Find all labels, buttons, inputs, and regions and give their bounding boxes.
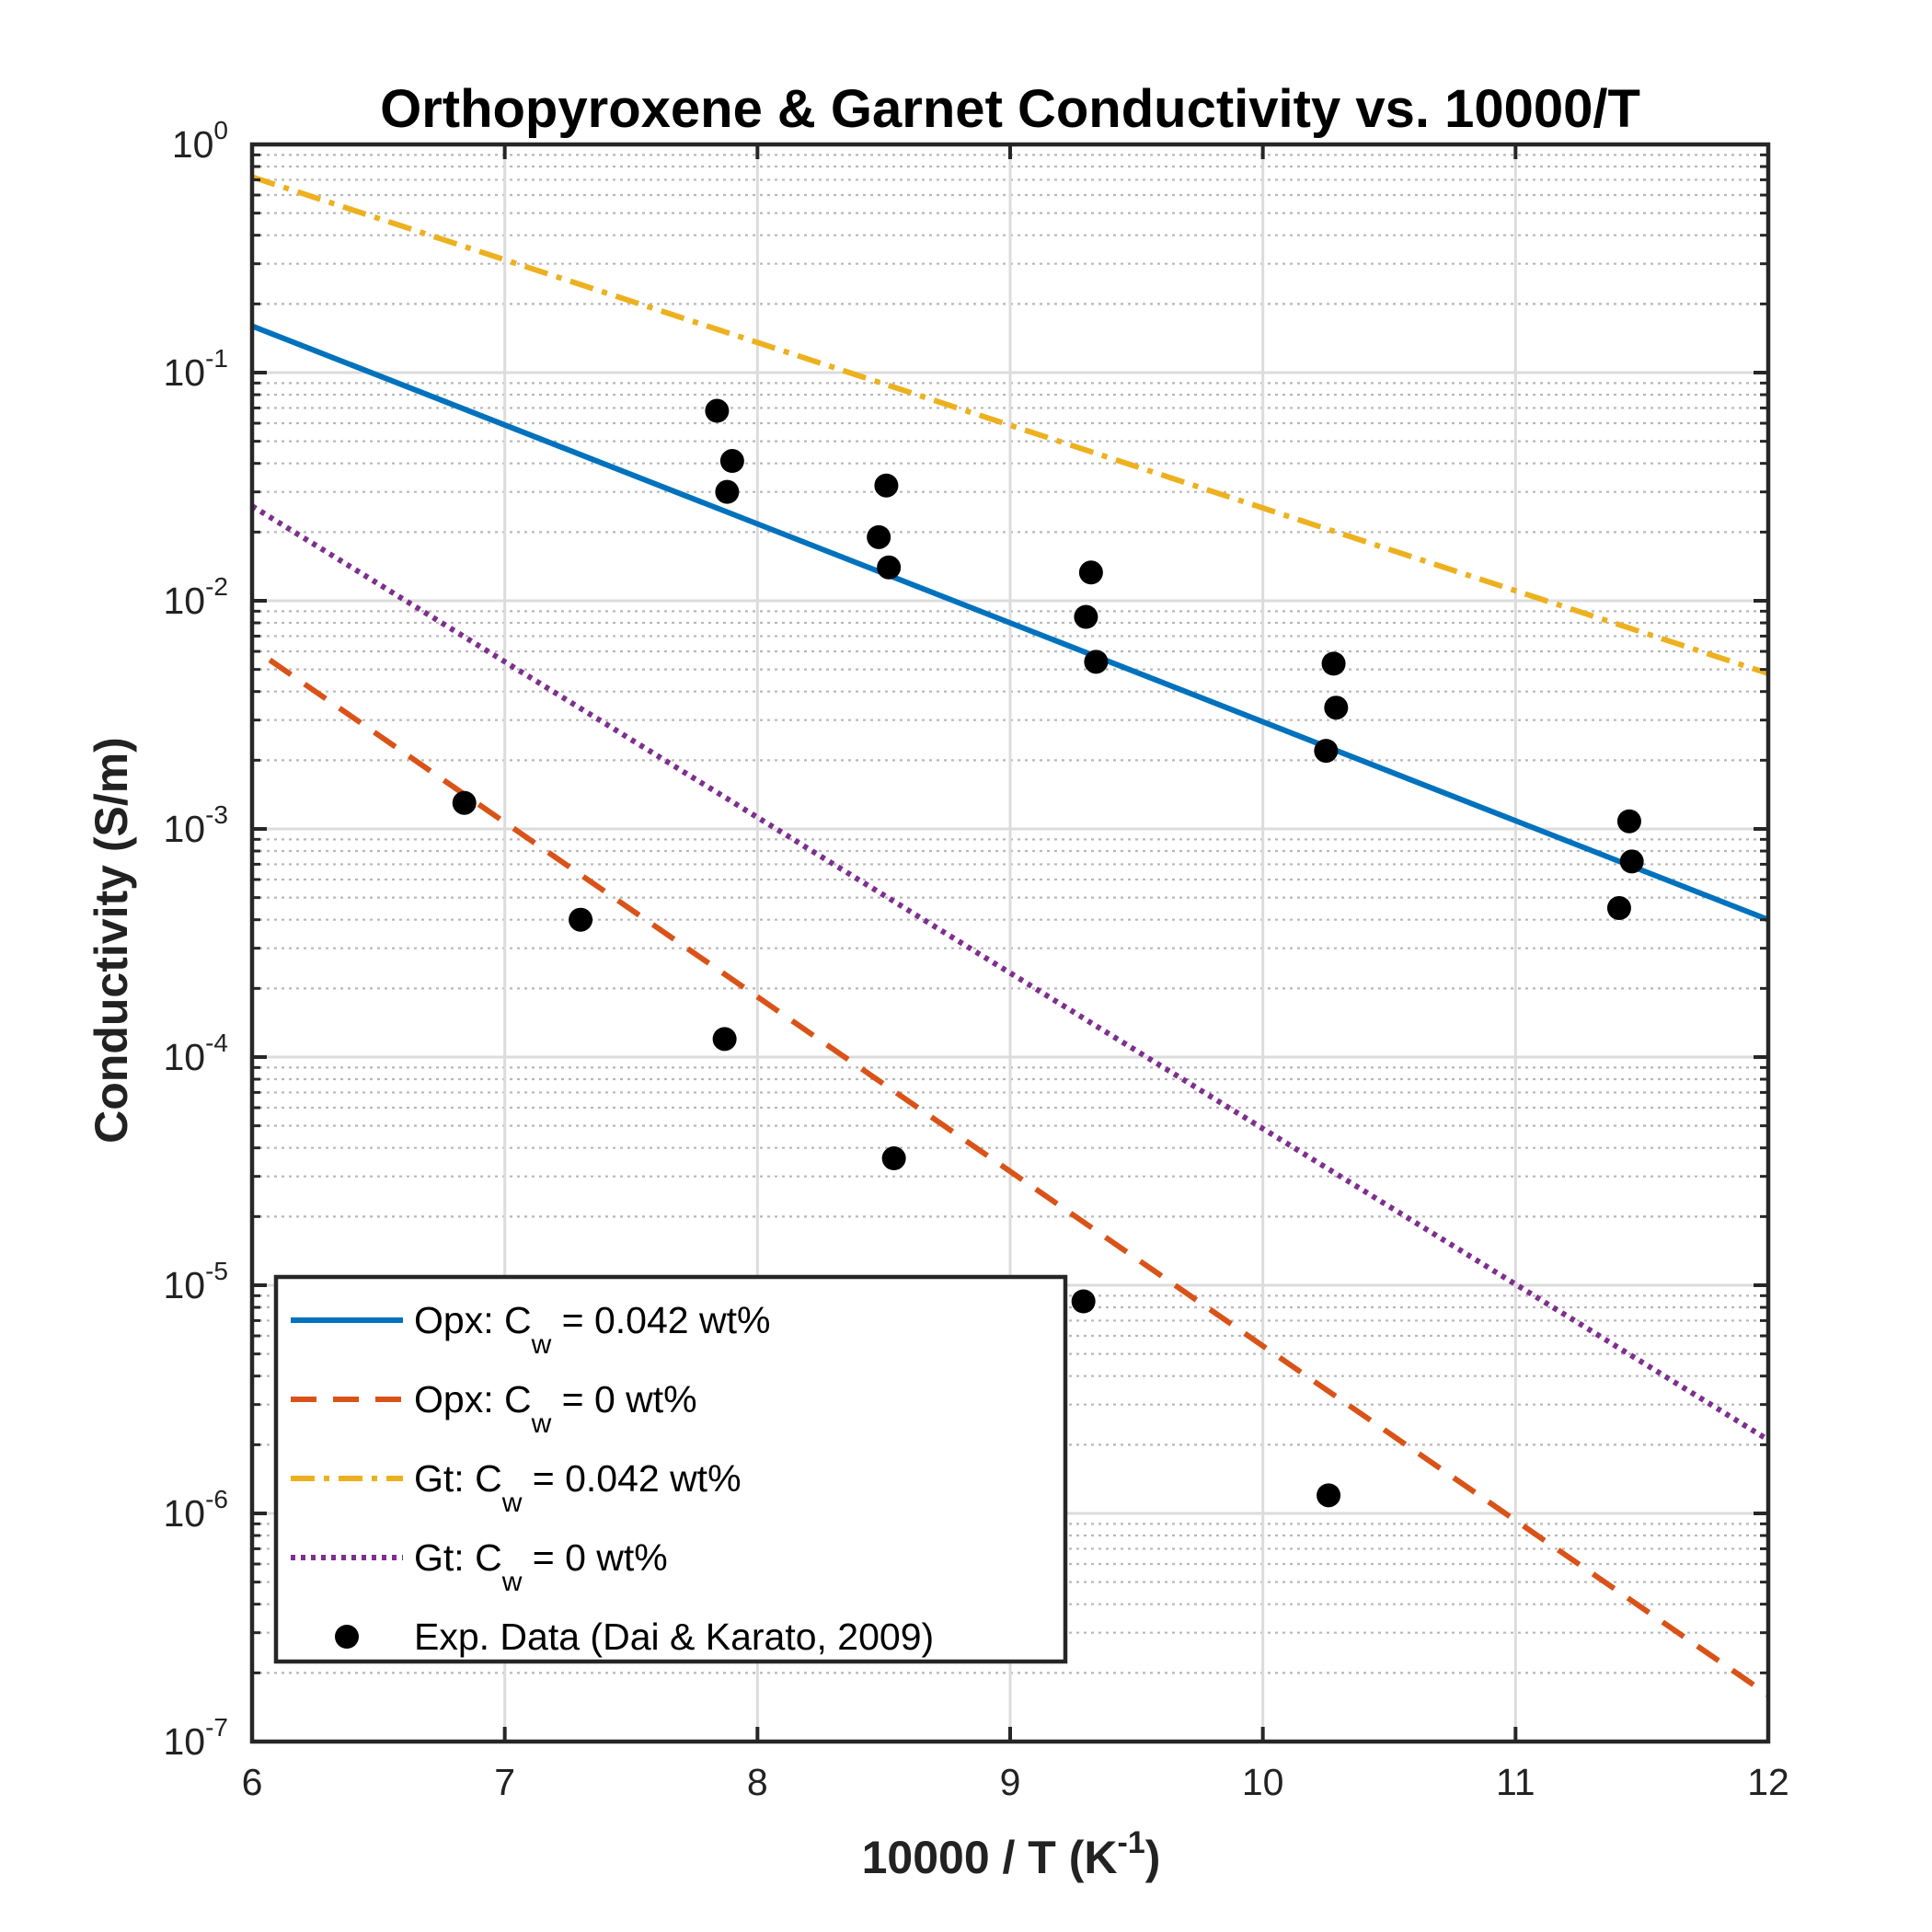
y-tick-label: 10-5 [163, 1257, 228, 1306]
legend-label-1: Opx: Cw = 0 wt% [414, 1378, 697, 1439]
data-point [1317, 1483, 1341, 1508]
data-point [1321, 651, 1346, 676]
y-axis-label: Conductivity (S/m) [86, 737, 137, 1144]
x-tick-label: 8 [747, 1761, 768, 1803]
data-point [719, 449, 744, 474]
legend-label-4: Exp. Data (Dai & Karato, 2009) [414, 1616, 934, 1658]
data-point [1074, 604, 1098, 629]
x-tick-label: 11 [1496, 1761, 1535, 1803]
data-point [1616, 809, 1641, 834]
data-point [1314, 739, 1339, 764]
legend-label-0: Opx: Cw = 0.042 wt% [414, 1299, 770, 1360]
data-point [1078, 560, 1103, 585]
y-tick-label: 10-3 [163, 800, 228, 850]
y-tick-label: 10-7 [163, 1713, 228, 1763]
series-layer [252, 174, 1768, 1697]
x-tick-label: 7 [494, 1761, 515, 1803]
data-point [1619, 849, 1644, 874]
y-tick-label: 100 [172, 116, 228, 166]
y-tick-label: 10-1 [163, 344, 228, 394]
legend-label-2: Gt: Cw = 0.042 wt% [414, 1457, 742, 1518]
data-point [877, 555, 902, 580]
legend-label-3: Gt: Cw = 0 wt% [414, 1536, 668, 1597]
data-point [452, 790, 477, 815]
chart-title: Orthopyroxene & Garnet Conductivity vs. … [380, 79, 1640, 139]
x-axis-label: 10000 / T (K-1) [862, 1825, 1161, 1883]
x-tick-label: 10 [1242, 1761, 1284, 1803]
legend-swatch-marker [335, 1625, 359, 1649]
y-tick-label: 10-4 [163, 1029, 228, 1078]
data-point [715, 479, 740, 504]
tick-labels: 6 7 8 9 10 11 12 10-7 10-6 10-5 10-4 10-3 10-2 10-1 10… [163, 116, 1788, 1803]
data-point [705, 398, 730, 423]
data-point [1084, 650, 1109, 674]
data-point [569, 907, 593, 932]
series-line-2 [252, 174, 1768, 676]
data-point [874, 473, 899, 498]
axes [249, 142, 1771, 1744]
series-line-1 [268, 657, 1768, 1697]
data-point [712, 1027, 737, 1052]
data-point [1071, 1289, 1096, 1314]
legend-box [273, 1274, 1068, 1664]
x-tick-label: 9 [1000, 1761, 1021, 1803]
data-point [867, 524, 891, 549]
x-tick-label: 12 [1747, 1761, 1789, 1803]
series-line-0 [252, 323, 1768, 923]
y-tick-label: 10-6 [163, 1485, 228, 1535]
y-tick-label: 10-2 [163, 572, 228, 622]
legend: Opx: Cw = 0.042 wt% Opx: Cw = 0 wt% Gt: Cw… [273, 1274, 1068, 1664]
data-point [881, 1146, 906, 1171]
data-point [1606, 896, 1631, 921]
series-line-3 [252, 503, 1768, 1443]
data-point [1324, 696, 1349, 720]
x-tick-label: 6 [242, 1761, 263, 1803]
